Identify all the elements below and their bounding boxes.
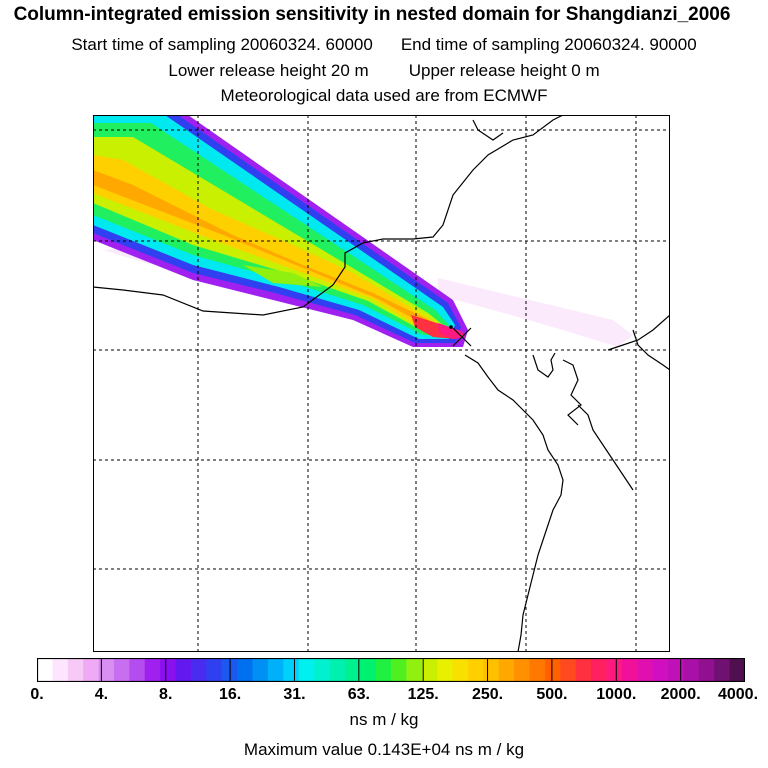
emission-plume (93, 115, 633, 347)
colorbar-swatch (360, 658, 377, 682)
colorbar-swatch (406, 658, 423, 682)
colorbar-swatch (560, 658, 577, 682)
colorbar-swatch (606, 658, 623, 682)
colorbar-swatch (467, 658, 484, 682)
colorbar-tick-label: 2000. (660, 686, 701, 703)
start-time-label: Start time of sampling 20060324. 60000 (71, 35, 373, 54)
colorbar-tick-label: 31. (283, 686, 306, 703)
colorbar-swatch (190, 658, 207, 682)
lower-release-label: Lower release height 20 m (168, 61, 369, 80)
colorbar-swatch (637, 658, 654, 682)
colorbar-swatch (67, 658, 84, 682)
plume-faint-east (438, 278, 633, 347)
colorbar-tick-label: 0. (30, 686, 44, 703)
colorbar-swatch (344, 658, 361, 682)
colorbar-swatch (83, 658, 100, 682)
colorbar-swatch (314, 658, 330, 682)
colorbar-swatch (175, 658, 192, 682)
colorbar-tick-label: 1000. (596, 686, 637, 703)
colorbar-swatch (160, 658, 177, 682)
colorbar-tick-label: 63. (347, 686, 370, 703)
colorbar-swatch (544, 658, 561, 682)
plume-band-magenta (438, 323, 465, 339)
colorbar-swatch (206, 658, 223, 682)
colorbar-swatch (144, 658, 161, 682)
colorbar-tick-label: 250. (471, 686, 504, 703)
colorbar-swatch (575, 658, 592, 682)
colorbar-swatch (391, 658, 407, 682)
map-panel[interactable] (93, 115, 670, 652)
colorbar-swatch (591, 658, 607, 682)
colorbar-swatch (267, 658, 284, 682)
colorbar-tick-label: 500. (536, 686, 568, 703)
colorbar-swatch (714, 658, 731, 682)
colorbar-swatch (98, 658, 115, 682)
colorbar-swatch (329, 658, 346, 682)
colorbar (37, 658, 745, 682)
colorbar-tick-label: 8. (159, 686, 173, 703)
lat-lon-grid (93, 115, 670, 652)
plume-band-orange (93, 170, 437, 327)
met-source-label: Meteorological data used are from ECMWF (220, 86, 548, 105)
colorbar-swatch (437, 658, 454, 682)
colorbar-swatch (252, 658, 269, 682)
colorbar-swatch (37, 658, 53, 682)
colorbar-swatch (621, 658, 638, 682)
colorbar-units: ns m / kg (349, 710, 419, 729)
coastline (93, 115, 670, 652)
colorbar-swatch (375, 658, 392, 682)
colorbar-swatch (529, 658, 546, 682)
colorbar-swatch (298, 658, 315, 682)
plume-patch-green (243, 265, 323, 287)
colorbar-swatch (668, 658, 684, 682)
colorbar-tick-label: 125. (407, 686, 439, 703)
colorbar-swatch (483, 658, 500, 682)
upper-release-label: Upper release height 0 m (408, 61, 600, 80)
colorbar-swatch (283, 658, 300, 682)
maximum-value-label: Maximum value 0.143E+04 ns m / kg (243, 740, 525, 759)
station-marker[interactable] (449, 325, 472, 347)
colorbar-tick-label: 4. (94, 686, 109, 703)
colorbar-swatch (698, 658, 715, 682)
map-border (93, 115, 670, 652)
colorbar-tick-label: 4000. (717, 686, 759, 703)
end-time-label: End time of sampling 20060324. 90000 (400, 35, 697, 54)
map-title: Column-integrated emission sensitivity i… (13, 4, 731, 25)
colorbar-swatch (498, 658, 515, 682)
colorbar-swatch (421, 658, 438, 682)
colorbar-swatch (52, 658, 69, 682)
colorbar-swatch (683, 658, 700, 682)
colorbar-swatch (514, 658, 531, 682)
colorbar-swatch (729, 658, 745, 682)
colorbar-tick-label: 16. (218, 686, 242, 703)
colorbar-swatch (452, 658, 469, 682)
colorbar-swatch (652, 658, 669, 682)
colorbar-swatch (113, 658, 130, 682)
colorbar-border (37, 658, 745, 682)
colorbar-swatch (129, 658, 146, 682)
colorbar-swatch (237, 658, 253, 682)
release-heights: Lower release height 20 m Upper release h… (0, 61, 768, 81)
sampling-times: Start time of sampling 20060324. 60000 En… (0, 35, 768, 55)
